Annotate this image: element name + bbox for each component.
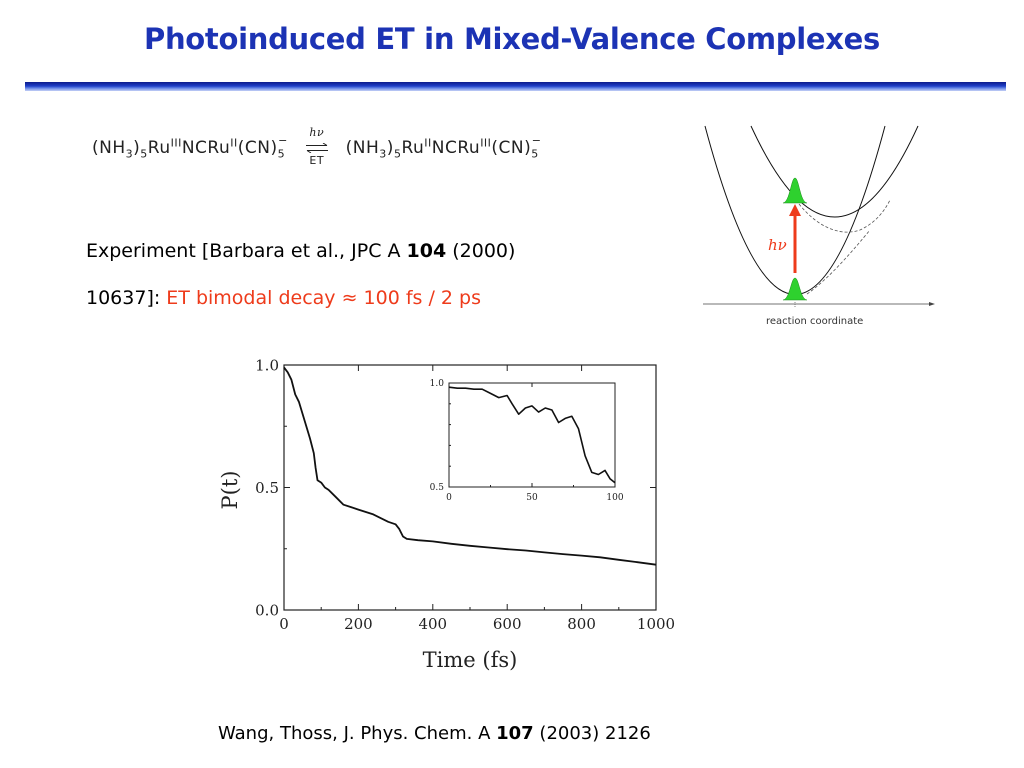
main-chart-x-tick-label: 800 xyxy=(567,615,596,633)
main-chart-y-tick-label: 0.0 xyxy=(255,601,279,619)
inset-chart-x-tick-label: 50 xyxy=(526,493,538,503)
main-chart-y-tick-label: 1.0 xyxy=(255,356,279,374)
y-axis-label: P(t) xyxy=(218,471,242,510)
main-chart-x-tick-label: 600 xyxy=(493,615,522,633)
experiment-reference-line1: Experiment [Barbara et al., JPC A 104 (2… xyxy=(86,240,516,262)
main-chart-x-tick-label: 1000 xyxy=(637,615,675,633)
inset-chart-frame xyxy=(448,382,616,488)
equilibrium-arrow-icon xyxy=(305,143,328,153)
reaction-equation: (NH3)5RuIIINCRuII(CN)5− hν ET (NH3)5RuII… xyxy=(92,126,542,168)
arrow-label-et: ET xyxy=(309,154,325,167)
population-decay-chart: Time (fs) P(t) 0 200 400 600 800 10000.00.51.… xyxy=(218,356,675,672)
inset-chart-x-tick-label: 0 xyxy=(446,493,452,503)
x-axis-label: Time (fs) xyxy=(423,648,518,672)
inset-chart-group: 0 50 100 0.5 1.0 xyxy=(430,379,624,503)
inset-chart-y-tick-label: 1.0 xyxy=(430,379,445,389)
main-chart-x-tick-label: 400 xyxy=(418,615,447,633)
slide-title: Photoinduced ET in Mixed-Valence Complex… xyxy=(143,22,880,56)
equation-left: (NH3)5RuIIINCRuII(CN)5− xyxy=(92,134,288,161)
potential-energy-diagram: hν reaction coordinate xyxy=(703,125,935,327)
reaction-coordinate-label: reaction coordinate xyxy=(766,316,863,327)
bimodal-decay-result: ET bimodal decay ≈ 100 fs / 2 ps xyxy=(166,287,481,309)
arrow-label-hv: hν xyxy=(309,126,325,139)
excitation-arrow-icon xyxy=(789,204,801,216)
main-chart-x-tick-label: 0 xyxy=(279,615,289,633)
inset-chart-y-tick-label: 0.5 xyxy=(430,483,445,493)
main-chart-series-line xyxy=(283,366,657,566)
inset-chart-series-line xyxy=(448,386,616,484)
experiment-reference-line2: 10637]: ET bimodal decay ≈ 100 fs / 2 ps xyxy=(86,287,481,309)
citation: Wang, Thoss, J. Phys. Chem. A 107 (2003)… xyxy=(218,723,651,744)
inset-chart-x-tick-label: 100 xyxy=(606,493,623,503)
lower-wavepacket xyxy=(782,277,808,301)
lower-dashed-curve xyxy=(806,229,871,295)
hv-label: hν xyxy=(768,236,787,254)
equation-right: (NH3)5RuIINCRuIII(CN)5− xyxy=(345,134,542,161)
main-chart-x-tick-label: 200 xyxy=(344,615,373,633)
diabatic-dashed-curve xyxy=(798,199,891,233)
equilibrium-arrow: hν ET xyxy=(298,126,336,168)
main-chart-y-tick-label: 0.5 xyxy=(255,479,279,497)
upper-wavepacket xyxy=(782,177,808,204)
excited-state-curve xyxy=(750,125,919,218)
title-underline-bar xyxy=(25,82,1006,91)
